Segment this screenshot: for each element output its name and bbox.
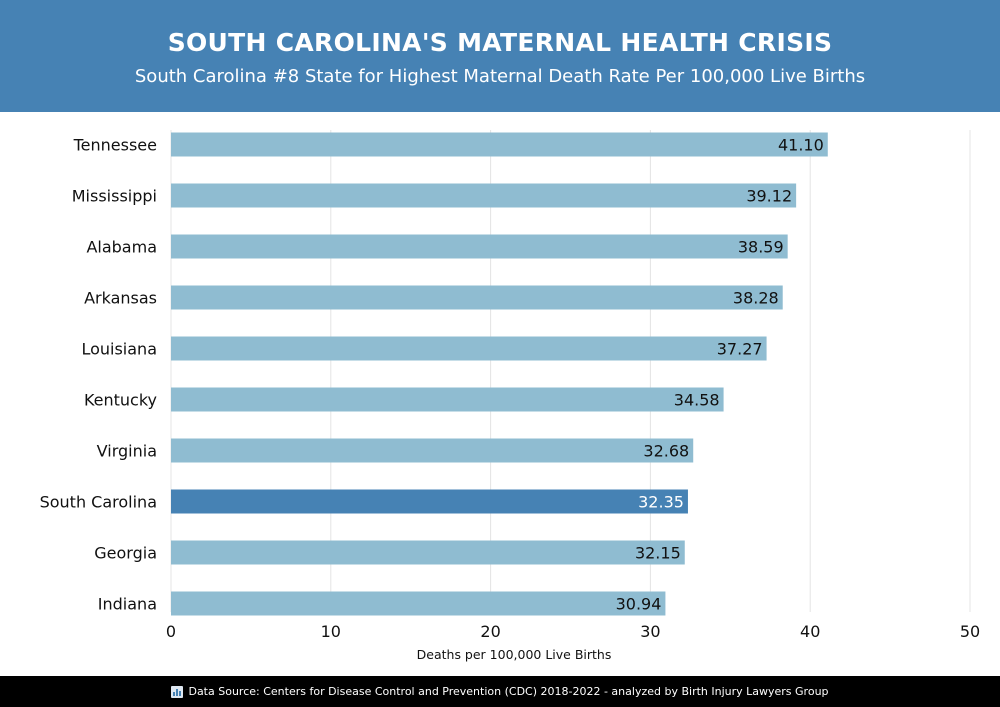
bar: [171, 591, 666, 616]
chart-title: SOUTH CAROLINA'S MATERNAL HEALTH CRISIS: [167, 28, 833, 57]
category-label: Georgia: [94, 544, 157, 563]
x-tick-label: 10: [321, 622, 341, 641]
data-source-text: Data Source: Centers for Disease Control…: [188, 685, 829, 698]
category-label: Mississippi: [72, 187, 157, 206]
bar: [171, 132, 828, 157]
data-source-footer: Data Source: Centers for Disease Control…: [0, 676, 1000, 707]
data-label: 32.15: [635, 544, 681, 563]
data-label: 39.12: [746, 187, 792, 206]
bar-chart-icon: [171, 685, 184, 698]
x-axis-title: Deaths per 100,000 Live Births: [417, 647, 612, 662]
data-label: 32.35: [638, 493, 684, 512]
bar: [171, 234, 788, 259]
bar-chart: 41.10 Tennessee 39.12 Mississippi 38.59 Alaba…: [40, 130, 980, 662]
category-label: Virginia: [97, 442, 157, 461]
data-label: 41.10: [778, 136, 824, 155]
category-label: Louisiana: [81, 340, 157, 359]
category-label: South Carolina: [40, 493, 157, 512]
bar: [171, 336, 767, 361]
bar: [171, 387, 724, 412]
chart-subtitle: South Carolina #8 State for Highest Mate…: [134, 66, 866, 87]
bar: [171, 438, 694, 463]
category-label: Arkansas: [84, 289, 157, 308]
x-tick-label: 40: [800, 622, 820, 641]
x-tick-label: 30: [640, 622, 660, 641]
data-label: 38.59: [738, 238, 784, 257]
data-label: 30.94: [616, 595, 662, 614]
category-label: Alabama: [86, 238, 157, 257]
data-label: 38.28: [733, 289, 779, 308]
x-tick-label: 0: [166, 622, 176, 641]
bar: [171, 285, 783, 310]
bar: [171, 183, 797, 208]
data-label: 37.27: [717, 340, 763, 359]
x-tick-label: 20: [480, 622, 500, 641]
data-label: 32.68: [643, 442, 689, 461]
category-label: Kentucky: [84, 391, 157, 410]
data-label: 34.58: [674, 391, 720, 410]
x-tick-label: 50: [960, 622, 980, 641]
bar: [171, 540, 685, 565]
category-label: Indiana: [98, 595, 157, 614]
chart-header: SOUTH CAROLINA'S MATERNAL HEALTH CRISIS …: [0, 0, 1000, 112]
category-label: Tennessee: [73, 136, 157, 155]
bar: [171, 489, 688, 514]
